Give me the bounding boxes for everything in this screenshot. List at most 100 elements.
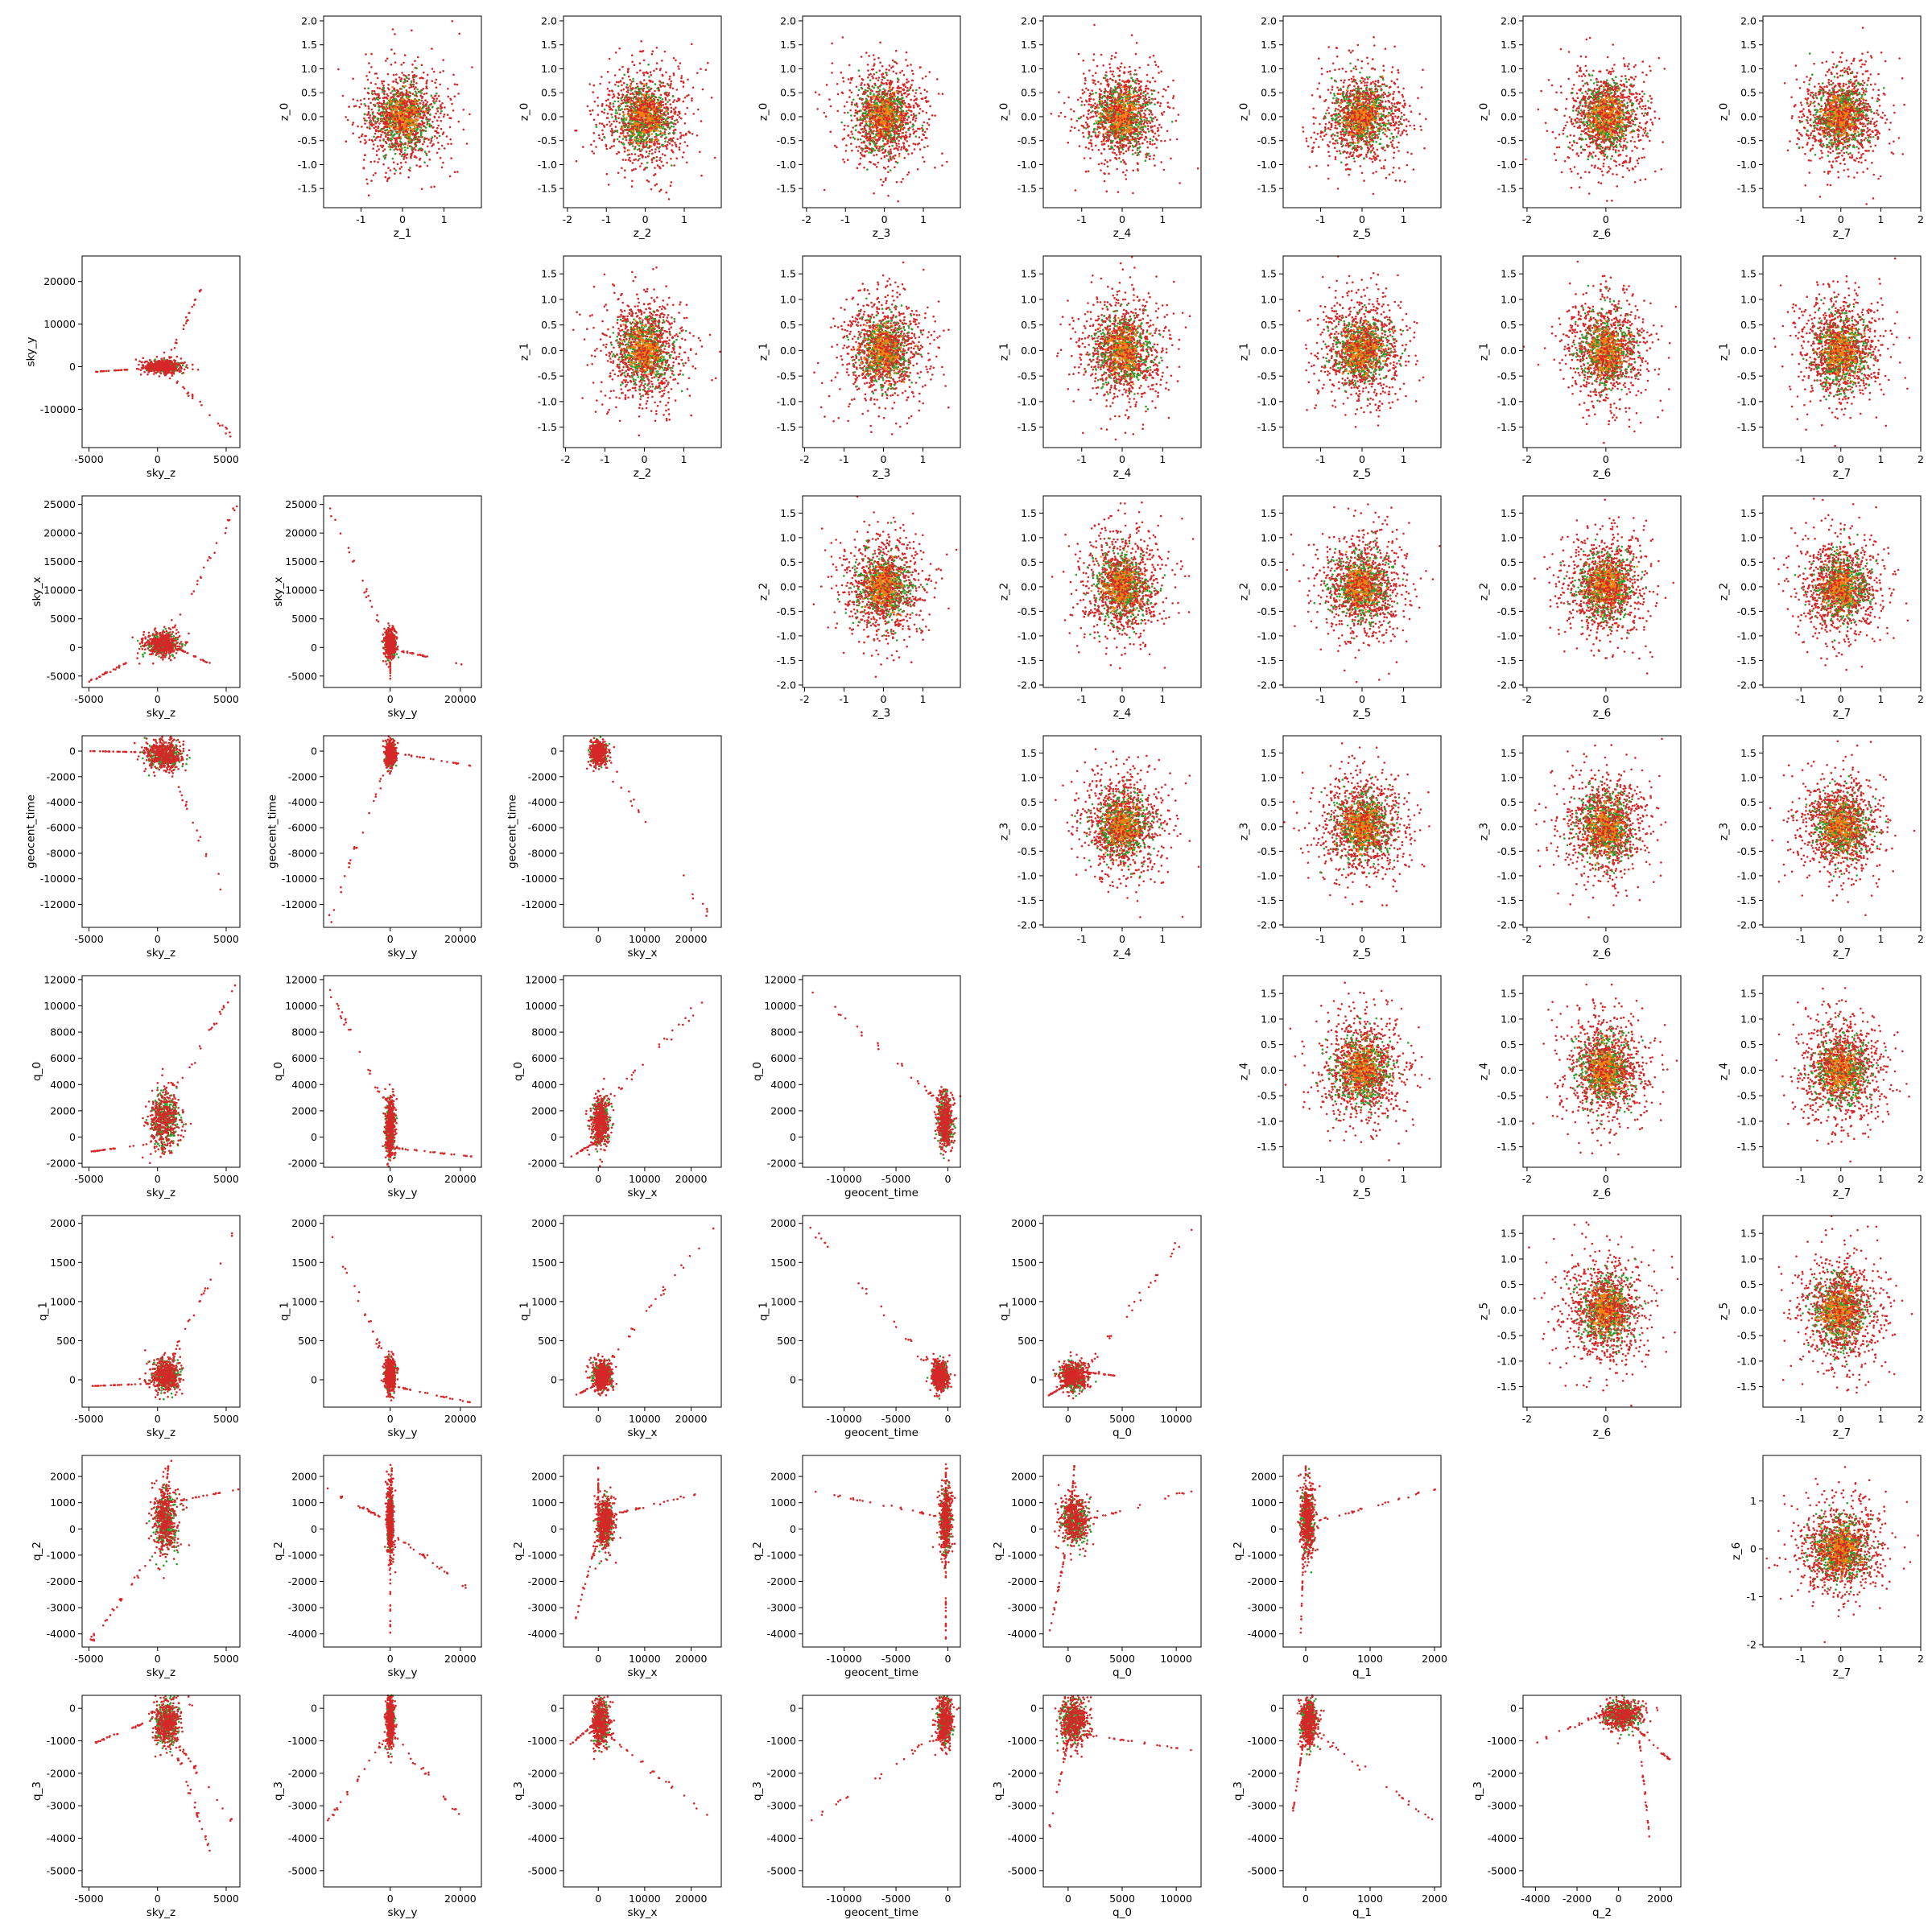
data-point	[378, 158, 381, 160]
data-point	[390, 103, 393, 105]
data-point	[394, 118, 396, 120]
data-point	[392, 28, 394, 31]
data-point	[402, 131, 404, 134]
data-point	[409, 112, 411, 114]
data-point	[369, 71, 371, 73]
data-point	[415, 91, 417, 93]
data-point	[411, 134, 414, 136]
data-point	[607, 88, 609, 90]
data-point	[679, 113, 681, 115]
data-point	[408, 74, 411, 76]
data-point	[383, 93, 386, 95]
data-point	[357, 126, 359, 128]
data-point	[416, 95, 419, 97]
data-point	[385, 97, 387, 99]
data-point	[601, 76, 603, 78]
data-point	[363, 118, 365, 120]
data-point	[365, 120, 368, 122]
data-point	[431, 145, 433, 147]
data-point	[411, 80, 413, 83]
data-point	[668, 92, 671, 94]
data-point	[447, 88, 449, 90]
data-point	[369, 114, 372, 117]
data-point	[411, 71, 414, 73]
data-point	[407, 116, 410, 118]
data-point	[384, 148, 386, 151]
data-point	[423, 101, 425, 104]
data-point	[396, 131, 398, 134]
data-point	[436, 97, 439, 100]
data-point	[345, 116, 347, 118]
data-point	[419, 158, 422, 160]
data-point	[378, 109, 381, 111]
data-point	[405, 93, 407, 96]
data-point	[396, 102, 398, 105]
data-point	[368, 93, 370, 95]
data-point	[409, 120, 411, 122]
data-point	[406, 76, 408, 78]
data-point	[617, 171, 620, 174]
data-point	[414, 117, 416, 119]
data-point	[374, 139, 377, 142]
data-point	[422, 121, 424, 123]
data-point	[421, 100, 423, 102]
data-point	[374, 121, 377, 123]
data-point	[371, 125, 374, 127]
data-point	[418, 114, 420, 117]
data-point	[448, 117, 451, 119]
data-point	[677, 65, 679, 68]
data-point	[361, 135, 363, 138]
data-point	[414, 88, 416, 90]
data-point	[386, 130, 388, 132]
data-point	[392, 98, 394, 101]
data-point	[382, 150, 385, 152]
y-tick-label: 0.0	[301, 110, 317, 122]
data-point	[377, 145, 379, 147]
data-point	[370, 180, 373, 182]
data-point	[398, 76, 401, 79]
data-point	[410, 130, 412, 132]
data-point	[620, 128, 622, 130]
data-point	[426, 154, 428, 156]
x-tick-label: -1	[356, 213, 365, 225]
data-point	[392, 122, 394, 124]
data-point	[394, 122, 396, 125]
data-point	[394, 169, 397, 171]
data-point	[377, 121, 379, 123]
data-point	[676, 89, 679, 91]
data-point	[433, 102, 436, 105]
data-point	[392, 105, 394, 108]
data-point	[407, 144, 410, 147]
data-point	[429, 109, 431, 111]
data-point	[686, 162, 688, 164]
data-point	[411, 100, 413, 102]
data-point	[394, 61, 397, 64]
data-point	[381, 80, 383, 83]
data-point	[407, 147, 409, 150]
data-point	[658, 159, 661, 162]
data-point	[665, 72, 667, 74]
data-point	[680, 118, 683, 120]
data-point	[375, 126, 378, 128]
data-point	[444, 106, 446, 109]
data-point	[448, 96, 450, 98]
data-point	[613, 93, 615, 96]
data-point	[645, 156, 647, 159]
data-point	[372, 113, 374, 115]
data-point	[428, 123, 431, 126]
data-point	[342, 95, 345, 97]
data-point	[427, 110, 430, 113]
data-point	[347, 119, 349, 122]
data-point	[385, 105, 387, 107]
data-point	[664, 51, 667, 53]
data-point	[385, 109, 387, 111]
data-point	[621, 85, 623, 87]
data-point	[458, 33, 460, 35]
data-point	[415, 82, 418, 85]
data-point	[395, 137, 398, 139]
data-point	[364, 122, 366, 125]
data-point	[408, 101, 411, 103]
data-point	[373, 174, 375, 176]
data-point	[440, 110, 443, 113]
data-point	[446, 135, 448, 138]
